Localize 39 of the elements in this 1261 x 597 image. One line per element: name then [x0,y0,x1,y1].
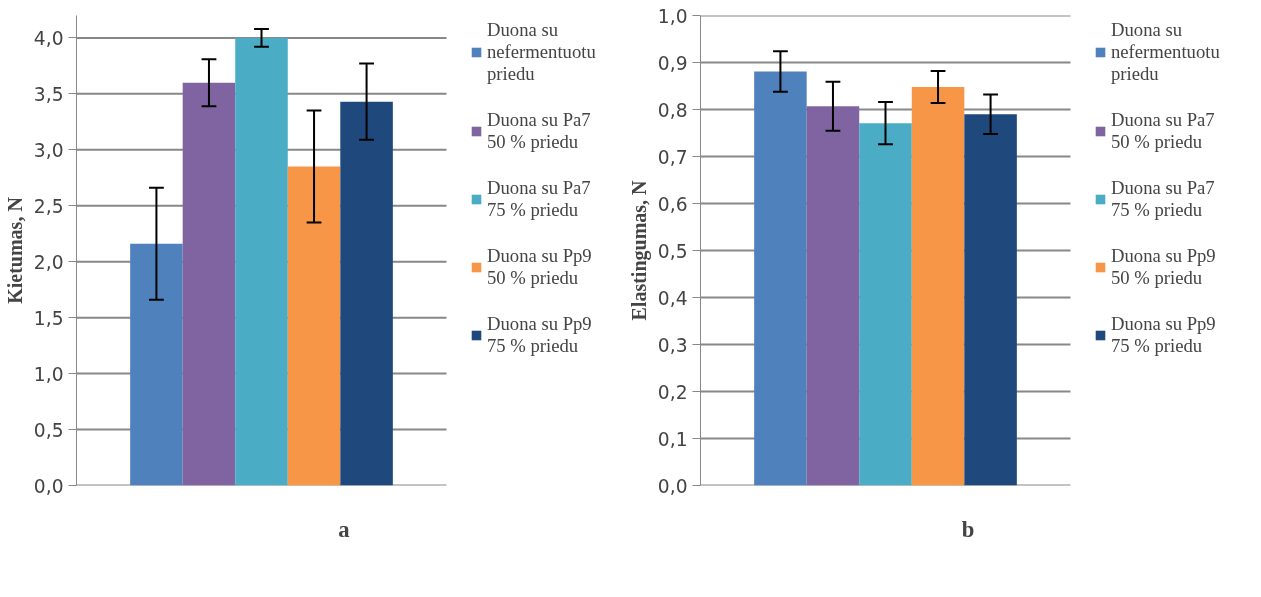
y-axis-title: Elastingumas, N [627,179,651,321]
legend-label: Duona su Pa7 75 % priedu [1111,177,1216,221]
y-tick-label: 0,1 [657,428,688,450]
bar [182,82,236,486]
y-tick-label: 1,0 [33,363,64,385]
legend-label: Duona su Pp9 75 % priedu [487,313,593,357]
bar [287,166,341,486]
y-tick-label: 4,0 [33,27,64,49]
bar [340,101,393,486]
legend-label: Duona su Pp9 50 % priedu [1111,245,1217,289]
legend-label: Duona su Pa7 50 % priedu [487,109,592,153]
legend-label: Duona su Pa7 75 % priedu [487,177,592,221]
y-tick-label: 0,0 [657,475,688,497]
bar [235,37,288,486]
y-axis-title: Kietumas, N [3,196,26,304]
legend-label: Duona su nefermentuotu priedu [487,19,597,85]
y-tick-label: 2,0 [33,251,64,273]
y-tick-label: 0,3 [657,334,688,356]
bar [130,243,183,486]
x-axis-title: b [961,516,975,542]
legend-label: Duona su Pa7 50 % priedu [1111,109,1216,153]
legend-label: Duona su Pp9 50 % priedu [487,245,593,289]
y-tick-label: 2,5 [33,195,64,217]
y-tick-label: 3,0 [33,139,64,161]
legend-label: Duona su Pp9 75 % priedu [1111,313,1217,357]
y-tick-label: 1,0 [657,5,688,27]
y-tick-label: 0,5 [657,240,688,262]
legend-label: Duona su nefermentuotu priedu [1111,19,1221,85]
y-tick-label: 0,8 [657,99,688,121]
y-tick-label: 0,5 [33,419,64,441]
x-axis-title: a [338,516,350,542]
y-tick-label: 0,2 [657,381,688,403]
y-tick-label: 0,9 [657,52,688,74]
y-tick-label: 0,6 [657,193,688,215]
y-tick-label: 1,5 [33,307,64,329]
y-tick-label: 0,7 [657,146,688,168]
y-tick-label: 0,4 [657,287,688,309]
y-tick-label: 3,5 [33,83,64,105]
y-tick-label: 0,0 [33,475,64,497]
